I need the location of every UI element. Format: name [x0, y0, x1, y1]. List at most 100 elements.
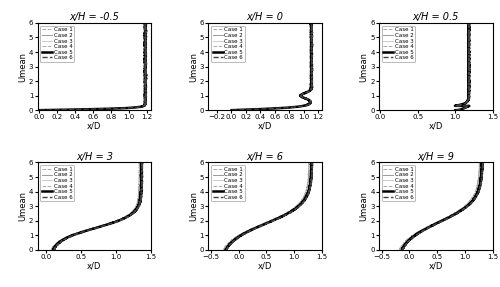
Case 3: [142, 37, 148, 40]
Case 2: [142, 21, 148, 25]
Case 2: [465, 61, 471, 65]
Case 4: [307, 177, 313, 180]
Case 1: [142, 67, 148, 71]
X-axis label: x/D: x/D: [428, 261, 443, 270]
Case 6: [143, 37, 149, 40]
Y-axis label: Umean: Umean: [18, 52, 28, 82]
Case 6: [304, 196, 310, 199]
Case 2: [397, 248, 403, 251]
Case 1: [290, 207, 296, 210]
Case 4: [308, 23, 314, 27]
Case 6: [472, 196, 478, 199]
Case 4: [142, 21, 148, 25]
X-axis label: x/D: x/D: [87, 261, 102, 270]
Case 1: [48, 248, 54, 251]
Case 5: [142, 57, 148, 60]
Case 6: [142, 67, 148, 71]
Case 1: [307, 61, 313, 65]
Case 3: [466, 37, 471, 40]
Case 4: [50, 248, 56, 251]
Case 5: [228, 108, 234, 112]
Case 6: [462, 207, 468, 210]
Case 6: [309, 23, 315, 27]
X-axis label: x/D: x/D: [87, 122, 102, 131]
Case 3: [460, 206, 466, 210]
Case 3: [308, 161, 314, 164]
Case 1: [476, 163, 482, 166]
Y-axis label: Umean: Umean: [360, 52, 368, 82]
Case 1: [134, 201, 140, 204]
Title: x/H = 6: x/H = 6: [246, 152, 284, 162]
Case 5: [462, 206, 468, 210]
Line: Case 3: Case 3: [455, 23, 469, 110]
Case 2: [137, 163, 143, 166]
Case 2: [308, 67, 314, 70]
Case 5: [142, 67, 148, 70]
Case 5: [142, 67, 148, 71]
Case 1: [466, 201, 471, 204]
Case 1: [459, 207, 465, 210]
Line: Case 6: Case 6: [232, 23, 312, 110]
Case 5: [466, 67, 472, 71]
Case 4: [308, 163, 314, 166]
Case 5: [308, 23, 314, 27]
Line: Case 2: Case 2: [52, 162, 141, 250]
Case 1: [465, 61, 471, 65]
Case 2: [48, 248, 54, 251]
Case 5: [294, 206, 300, 210]
Case 6: [469, 201, 475, 204]
Case 5: [462, 207, 468, 210]
Case 2: [132, 207, 138, 210]
Line: Case 1: Case 1: [223, 162, 310, 250]
Case 3: [36, 108, 42, 112]
Case 3: [136, 201, 141, 204]
Case 4: [293, 206, 299, 210]
Case 6: [462, 206, 468, 210]
Case 3: [142, 61, 148, 65]
Line: Case 5: Case 5: [40, 23, 146, 110]
Case 4: [292, 207, 298, 210]
Case 5: [134, 206, 140, 210]
Case 4: [134, 207, 140, 210]
Case 5: [138, 196, 143, 199]
Case 1: [228, 108, 234, 112]
Case 3: [308, 67, 314, 71]
Case 5: [36, 108, 43, 112]
Case 3: [460, 207, 466, 210]
Case 1: [465, 67, 471, 71]
Case 1: [142, 23, 148, 27]
Case 3: [302, 196, 308, 199]
Case 6: [295, 206, 301, 210]
Case 2: [470, 196, 476, 199]
Case 3: [292, 207, 298, 210]
Case 3: [308, 57, 314, 60]
X-axis label: x/D: x/D: [258, 122, 272, 131]
Case 6: [143, 21, 149, 25]
Case 3: [138, 161, 143, 164]
X-axis label: x/D: x/D: [258, 261, 272, 270]
Case 2: [142, 67, 148, 70]
Case 1: [306, 161, 312, 164]
Case 5: [465, 61, 471, 65]
Case 1: [307, 37, 313, 40]
Case 2: [466, 67, 471, 70]
Case 3: [466, 67, 471, 70]
Case 3: [133, 207, 139, 210]
Line: Case 2: Case 2: [38, 23, 146, 110]
Case 5: [309, 67, 315, 71]
Case 3: [138, 163, 143, 166]
Case 4: [36, 108, 43, 112]
Case 4: [466, 61, 471, 65]
Line: Case 6: Case 6: [40, 23, 146, 110]
Case 6: [137, 201, 143, 204]
Case 4: [398, 248, 404, 251]
Title: x/H = -0.5: x/H = -0.5: [70, 12, 119, 22]
Case 2: [308, 57, 314, 60]
Case 5: [478, 177, 484, 180]
Legend: Case 1, Case 2, Case 3, Case 4, Case 5, Case 6: Case 1, Case 2, Case 3, Case 4, Case 5, …: [211, 26, 244, 62]
Line: Case 3: Case 3: [52, 162, 142, 250]
Case 3: [136, 196, 142, 199]
Case 1: [36, 108, 42, 112]
Line: Case 6: Case 6: [226, 162, 312, 250]
Case 6: [140, 177, 145, 180]
